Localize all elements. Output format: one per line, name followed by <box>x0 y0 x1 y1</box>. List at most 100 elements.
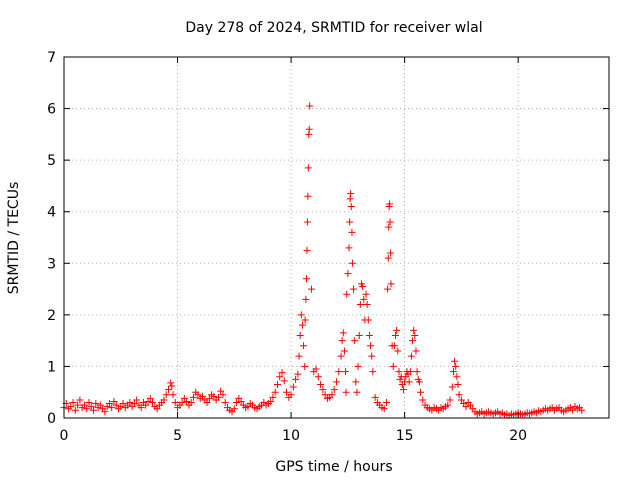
data-point <box>74 401 82 409</box>
data-point <box>295 352 303 360</box>
data-point <box>342 368 350 376</box>
data-point <box>405 378 413 386</box>
data-point <box>71 406 79 414</box>
y-tick-label: 4 <box>47 205 56 221</box>
x-tick-label: 20 <box>509 428 527 444</box>
data-point <box>178 399 186 407</box>
data-point <box>340 347 348 355</box>
data-point <box>385 223 393 231</box>
data-point <box>352 378 360 386</box>
data-point <box>411 331 419 339</box>
data-point <box>446 396 454 404</box>
data-point <box>453 373 461 381</box>
data-point <box>280 377 288 385</box>
data-point <box>338 337 346 345</box>
data-point <box>454 380 462 388</box>
data-point <box>112 401 120 409</box>
data-point <box>296 331 304 339</box>
data-point <box>386 200 394 208</box>
data-point <box>85 399 93 407</box>
data-point <box>389 362 397 370</box>
data-point <box>337 352 345 360</box>
data-point <box>569 406 577 414</box>
data-point <box>363 301 371 309</box>
data-point <box>304 192 312 200</box>
data-point <box>149 399 157 407</box>
data-point <box>347 203 355 211</box>
data-point <box>283 388 291 396</box>
data-point <box>328 391 336 399</box>
data-point <box>167 379 175 387</box>
data-point <box>342 388 350 396</box>
data-point <box>297 311 305 319</box>
y-tick-label: 2 <box>47 308 56 324</box>
data-point <box>137 404 145 412</box>
data-point <box>300 342 308 350</box>
data-point <box>301 362 309 370</box>
data-point <box>305 125 313 133</box>
data-point <box>343 290 351 298</box>
data-point <box>407 352 415 360</box>
data-point <box>278 369 286 377</box>
data-point <box>321 391 329 399</box>
data-point <box>382 399 390 407</box>
data-point <box>76 396 84 404</box>
data-point <box>319 386 327 394</box>
data-point <box>92 400 100 408</box>
data-point <box>303 246 311 254</box>
data-point <box>168 382 176 390</box>
data-point <box>384 285 392 293</box>
data-point <box>219 391 227 399</box>
data-point <box>205 394 213 402</box>
data-point <box>394 347 402 355</box>
data-point <box>457 396 465 404</box>
data-point <box>153 405 161 413</box>
data-point <box>105 400 113 408</box>
data-point <box>449 368 457 376</box>
x-tick-label: 0 <box>60 428 69 444</box>
data-point <box>271 388 279 396</box>
data-point <box>360 295 368 303</box>
data-point <box>233 399 241 407</box>
y-tick-label: 0 <box>47 411 56 427</box>
data-point <box>276 373 284 381</box>
data-point <box>350 285 358 293</box>
data-point <box>415 378 423 386</box>
data-point <box>417 388 425 396</box>
data-point <box>409 337 417 345</box>
y-tick-label: 3 <box>47 256 56 272</box>
data-point <box>80 401 88 409</box>
data-point <box>380 405 388 413</box>
data-point <box>69 399 77 407</box>
data-point <box>146 394 154 402</box>
data-point <box>83 405 91 413</box>
data-point <box>367 342 375 350</box>
data-point <box>466 401 474 409</box>
data-point <box>348 259 356 267</box>
data-point <box>384 254 392 262</box>
data-point <box>330 386 338 394</box>
data-point <box>203 399 211 407</box>
data-point <box>304 164 312 172</box>
data-point <box>368 352 376 360</box>
y-tick-label: 7 <box>47 50 56 66</box>
data-point <box>356 301 364 309</box>
data-point <box>448 383 456 391</box>
y-axis-label: SRMTID / TECUs <box>6 182 22 295</box>
data-point <box>306 102 314 110</box>
data-point <box>354 362 362 370</box>
data-point <box>462 403 470 411</box>
data-point <box>303 218 311 226</box>
data-point <box>412 347 420 355</box>
data-point <box>67 403 75 411</box>
data-point <box>301 316 309 324</box>
data-point <box>171 399 179 407</box>
data-point <box>369 368 377 376</box>
plot-frame <box>63 56 610 419</box>
data-point <box>217 387 225 395</box>
data-point <box>101 408 109 416</box>
data-point <box>355 331 363 339</box>
data-point <box>419 396 427 404</box>
data-point <box>335 368 343 376</box>
